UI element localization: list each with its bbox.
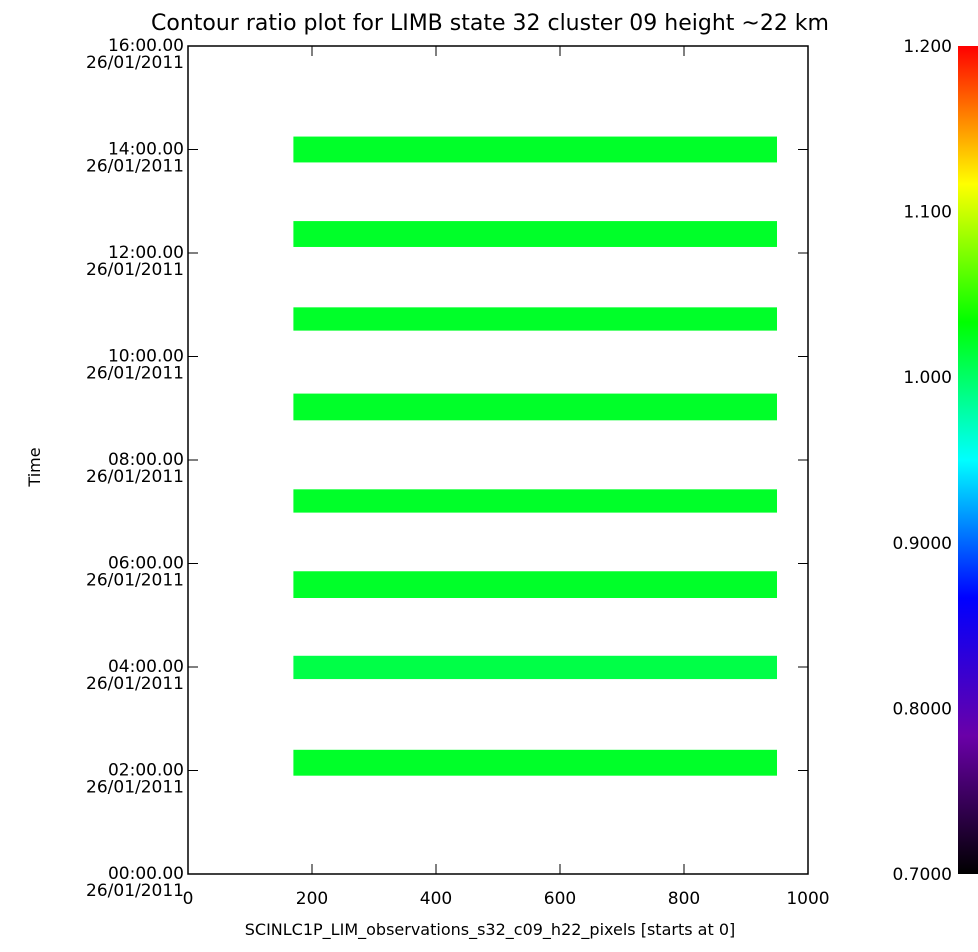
y-tick-time-label: 04:00.00 xyxy=(108,657,184,677)
y-tick-time-label: 14:00.00 xyxy=(108,140,184,160)
x-tick-label: 400 xyxy=(420,889,452,909)
y-tick-date-label: 26/01/2011 xyxy=(86,364,184,384)
x-tick-label: 0 xyxy=(183,889,194,909)
y-tick-date-label: 26/01/2011 xyxy=(86,260,184,280)
y-tick-time-label: 02:00.00 xyxy=(108,761,184,781)
x-axis-label: SCINLC1P_LIM_observations_s32_c09_h22_pi… xyxy=(245,920,735,940)
colorbar: 0.7000 0.8000 0.9000 1.000 1.100 1.200 xyxy=(893,37,978,885)
y-tick-date-label: 26/01/2011 xyxy=(86,778,184,798)
y-tick-date-label: 26/01/2011 xyxy=(86,881,184,901)
y-tick-time-label: 12:00.00 xyxy=(108,243,184,263)
colorbar-tick-label: 1.200 xyxy=(903,37,952,57)
x-tick-label: 1000 xyxy=(786,889,829,909)
x-tick-label: 200 xyxy=(296,889,328,909)
colorbar-gradient xyxy=(958,46,978,874)
y-tick-date-label: 26/01/2011 xyxy=(86,674,184,694)
y-tick-date-label: 26/01/2011 xyxy=(86,157,184,177)
data-band-8 xyxy=(293,136,777,163)
data-band-2 xyxy=(293,655,777,680)
data-band-7 xyxy=(293,221,777,247)
data-band-6 xyxy=(293,307,777,331)
y-tick-time-label: 06:00.00 xyxy=(108,554,184,574)
data-band-4 xyxy=(293,489,777,513)
data-band-3 xyxy=(293,571,777,598)
colorbar-tick-label: 1.100 xyxy=(903,203,952,223)
y-tick-date-label: 26/01/2011 xyxy=(86,53,184,73)
chart-title: Contour ratio plot for LIMB state 32 clu… xyxy=(151,11,829,36)
x-axis: 0 200 400 600 800 1000 xyxy=(183,46,830,909)
x-tick-label: 600 xyxy=(544,889,576,909)
y-axis: 00:00.0026/01/201102:00.0026/01/201104:0… xyxy=(86,36,808,901)
y-tick-time-label: 10:00.00 xyxy=(108,347,184,367)
y-tick-time-label: 08:00.00 xyxy=(108,450,184,470)
colorbar-tick-label: 0.7000 xyxy=(893,865,952,885)
y-tick-date-label: 26/01/2011 xyxy=(86,467,184,487)
colorbar-tick-label: 0.8000 xyxy=(893,699,952,719)
y-tick-time-label: 16:00.00 xyxy=(108,36,184,56)
y-tick-date-label: 26/01/2011 xyxy=(86,571,184,591)
data-band-1 xyxy=(293,749,777,776)
y-tick-time-label: 00:00.00 xyxy=(108,864,184,884)
y-axis-label: Time xyxy=(25,447,44,487)
data-bands xyxy=(293,136,777,776)
colorbar-tick-label: 1.000 xyxy=(903,368,952,388)
x-tick-label: 800 xyxy=(668,889,700,909)
colorbar-tick-label: 0.9000 xyxy=(893,534,952,554)
data-band-5 xyxy=(293,393,777,421)
